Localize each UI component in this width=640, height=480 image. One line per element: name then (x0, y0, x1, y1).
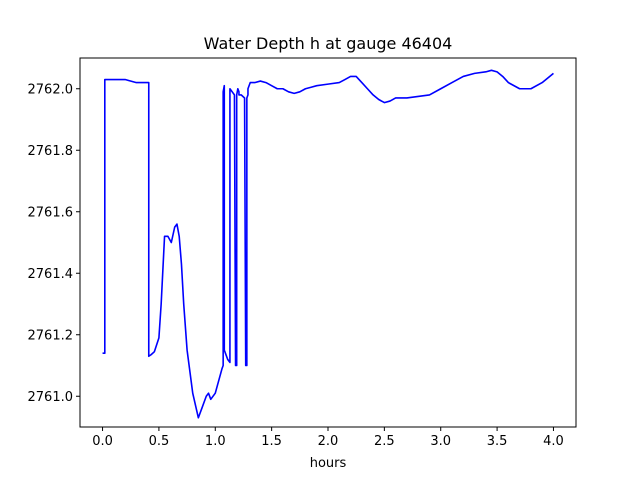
plot-area: 0.0 0.5 1.0 1.5 2.0 2.5 3.0 3.5 4.0 2761.0 2761.2 2… (28, 57, 577, 449)
series-line-0 (102, 69, 554, 419)
y-tick-label: 2761.6 (28, 205, 74, 220)
x-tick-label: 3.5 (487, 434, 508, 449)
axis-layer: 0.0 0.5 1.0 1.5 2.0 2.5 3.0 3.5 4.0 2761.0 2761.2 2… (28, 57, 577, 449)
x-tick-label: 2.0 (318, 434, 339, 449)
x-tick-label: 4.0 (543, 434, 564, 449)
y-tick-label: 2761.2 (28, 328, 74, 343)
x-tick-label: 3.0 (430, 434, 451, 449)
x-tick-label: 0.0 (92, 434, 113, 449)
x-tick-label: 2.5 (374, 434, 395, 449)
series-layer (102, 69, 554, 419)
y-tick-label: 2761.0 (28, 390, 74, 405)
x-tick-label: 1.5 (261, 434, 282, 449)
y-tick-label: 2761.8 (28, 144, 74, 159)
y-tick-label: 2762.0 (28, 82, 74, 97)
y-tick-label: 2761.4 (28, 267, 74, 282)
x-axis-title: hours (310, 456, 347, 471)
x-tick-label: 0.5 (149, 434, 170, 449)
x-tick-label: 1.0 (205, 434, 226, 449)
chart-title: Water Depth h at gauge 46404 (204, 34, 453, 53)
